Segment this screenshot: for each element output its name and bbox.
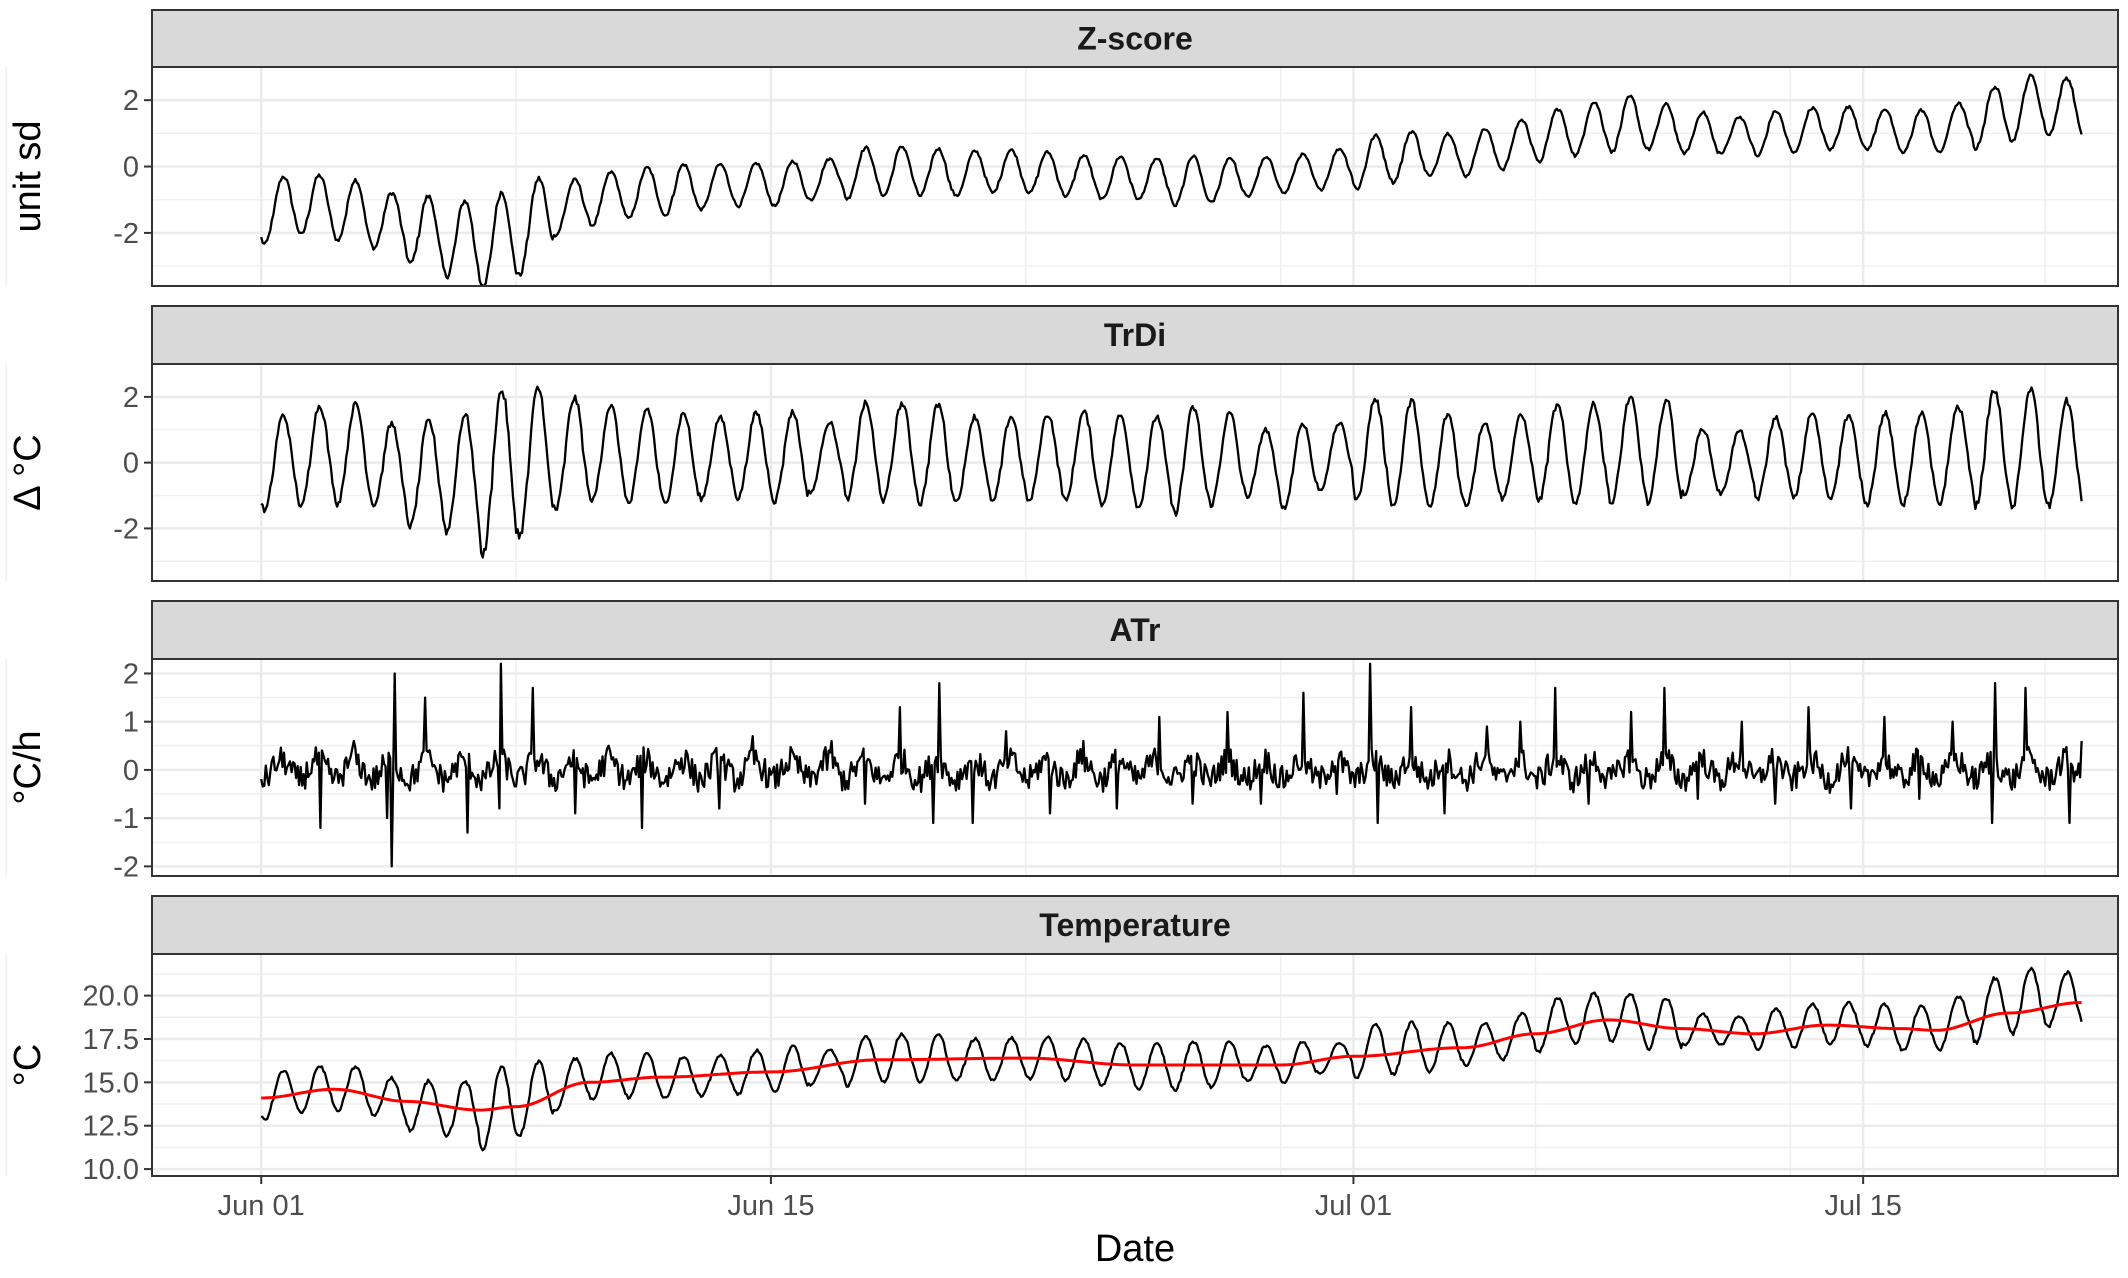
y-tick-label: 2 (123, 382, 139, 414)
y-tick-label: -2 (113, 513, 139, 545)
y-tick-label: 10.0 (83, 1154, 139, 1186)
y-tick-label: 20.0 (83, 981, 139, 1013)
series-line (260, 73, 2083, 286)
y-tick-label: 0 (123, 755, 139, 787)
y-tick-label: 0 (123, 448, 139, 480)
y-axis-title: °C/h (7, 730, 49, 804)
y-tick-label: 2 (123, 85, 139, 117)
y-tick-label: 15.0 (83, 1067, 139, 1099)
facet-strip-title: ATr (1110, 612, 1161, 648)
x-axis-title: Date (1095, 1228, 1175, 1270)
panel-border (151, 953, 2119, 1177)
facet-strip (151, 600, 2119, 660)
facet-strip-title: Z-score (1077, 21, 1193, 57)
series-line (260, 385, 2083, 559)
y-axis-title: Δ °C (7, 434, 49, 510)
y-tick-label: -1 (113, 803, 139, 835)
x-tick-label: Jun 15 (727, 1190, 814, 1222)
x-tick-label: Jun 01 (218, 1190, 305, 1222)
facet-strip (151, 305, 2119, 365)
y-tick-label: -2 (113, 851, 139, 883)
series-line (260, 662, 2083, 868)
smooth-trend-line (261, 1001, 2082, 1112)
y-tick-label: 17.5 (83, 1024, 139, 1056)
facet-strip (151, 895, 2119, 955)
facet-strip-title: Temperature (1039, 907, 1230, 943)
panel-border (151, 658, 2119, 877)
facet-strip (151, 9, 2119, 68)
y-tick-label: 0 (123, 152, 139, 184)
x-tick-label: Jul 15 (1824, 1190, 1901, 1222)
y-tick-label: -2 (113, 218, 139, 250)
x-tick-label: Jul 01 (1315, 1190, 1392, 1222)
facet-strip-title: TrDi (1104, 317, 1166, 353)
y-tick-label: 2 (123, 658, 139, 690)
panel-border (151, 363, 2119, 582)
y-axis-title: unit sd (7, 121, 49, 233)
y-tick-label: 1 (123, 707, 139, 739)
y-axis-title: °C (7, 1044, 49, 1087)
y-tick-label: 12.5 (83, 1111, 139, 1143)
panel-border (151, 66, 2119, 287)
